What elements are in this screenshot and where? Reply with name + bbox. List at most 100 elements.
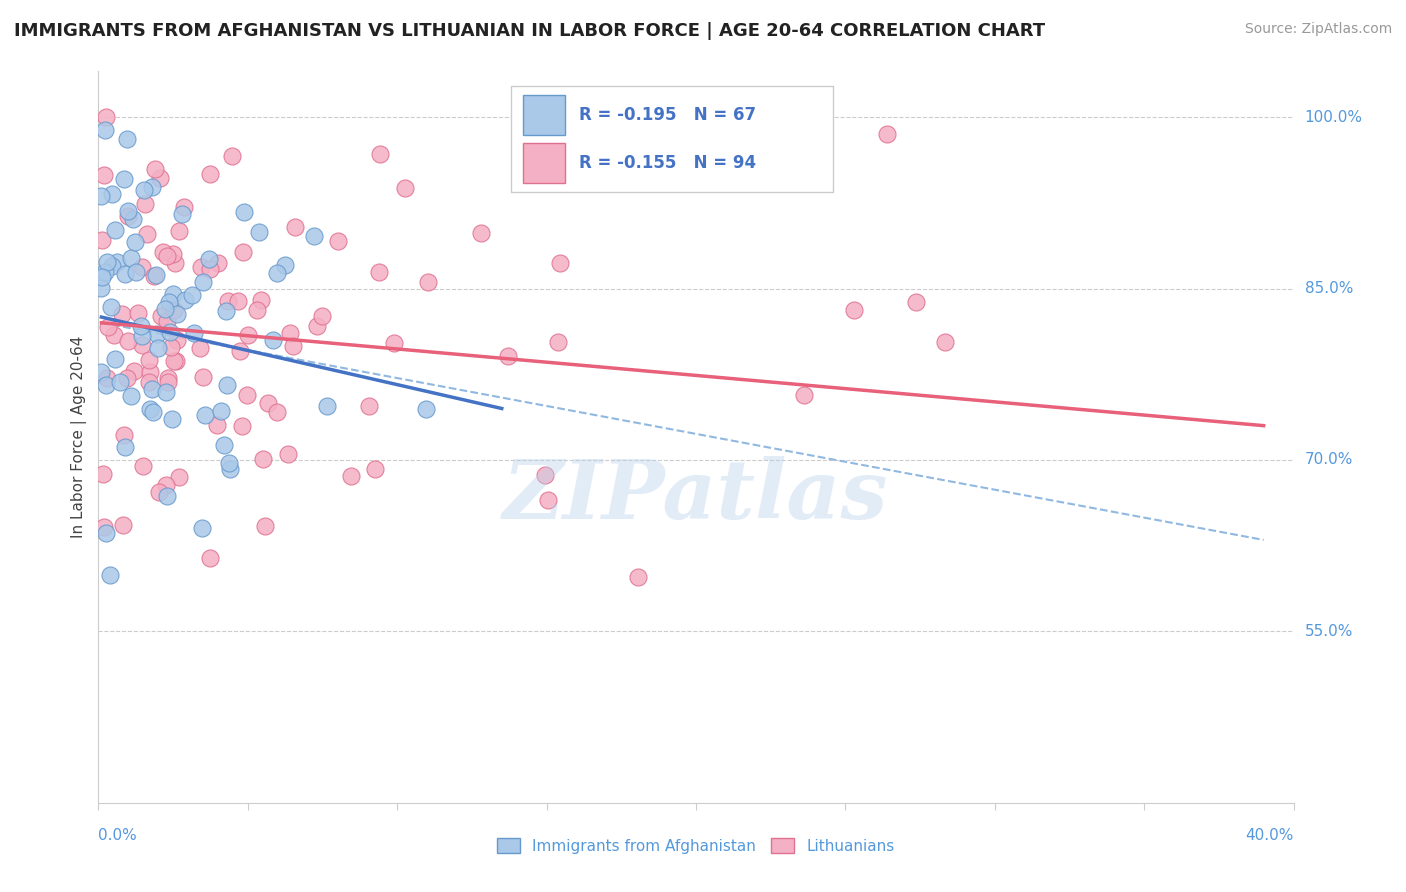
Point: [104, 222, 127, 236]
Point: [262, 334, 284, 348]
Point: [627, 570, 650, 584]
Point: [91, 233, 114, 247]
Point: [252, 452, 274, 467]
Point: [166, 307, 188, 321]
Point: [905, 295, 928, 310]
Point: [157, 370, 180, 384]
Point: [94, 526, 117, 541]
Text: Source: ZipAtlas.com: Source: ZipAtlas.com: [1244, 22, 1392, 37]
Point: [138, 376, 160, 390]
Point: [156, 249, 179, 263]
Point: [183, 326, 205, 340]
Point: [302, 229, 325, 244]
Point: [96, 370, 118, 384]
Point: [97, 320, 120, 334]
Point: [232, 244, 254, 259]
Point: [533, 468, 555, 483]
Point: [229, 344, 252, 359]
Point: [217, 294, 239, 309]
Point: [470, 227, 492, 241]
Point: [132, 183, 155, 197]
Text: 0.0%: 0.0%: [98, 828, 138, 843]
FancyBboxPatch shape: [510, 86, 834, 192]
Point: [115, 131, 138, 145]
Point: [152, 244, 174, 259]
Point: [114, 440, 136, 454]
Point: [842, 303, 865, 318]
Point: [157, 375, 180, 389]
Point: [190, 521, 212, 535]
Point: [197, 252, 219, 266]
Point: [496, 349, 519, 363]
Point: [111, 307, 134, 321]
Point: [160, 340, 183, 354]
Point: [207, 417, 229, 432]
Point: [100, 300, 122, 314]
Point: [155, 384, 177, 399]
Point: [103, 327, 125, 342]
Point: [134, 196, 156, 211]
Point: [90, 188, 112, 202]
Point: [90, 365, 112, 379]
Point: [112, 172, 135, 186]
Point: [91, 270, 114, 285]
Point: [117, 334, 139, 348]
Text: ZIPatlas: ZIPatlas: [503, 456, 889, 535]
Point: [93, 520, 115, 534]
Point: [162, 354, 184, 368]
Point: [166, 333, 188, 347]
Point: [141, 180, 163, 194]
Point: [124, 235, 146, 249]
Point: [122, 364, 145, 378]
Point: [117, 203, 139, 218]
Point: [146, 326, 169, 341]
Point: [93, 122, 115, 136]
Point: [793, 388, 815, 402]
Y-axis label: In Labor Force | Age 20-64: In Labor Force | Age 20-64: [72, 336, 87, 538]
Point: [200, 167, 222, 181]
Point: [93, 168, 115, 182]
Point: [153, 301, 176, 316]
Point: [173, 293, 195, 307]
Point: [117, 209, 139, 223]
Point: [173, 200, 195, 214]
Point: [247, 225, 270, 239]
Text: 55.0%: 55.0%: [1305, 624, 1353, 639]
Point: [215, 377, 238, 392]
Point: [120, 389, 142, 403]
Point: [281, 339, 304, 353]
Point: [218, 456, 240, 470]
Point: [146, 341, 169, 355]
Point: [132, 459, 155, 474]
Point: [149, 171, 172, 186]
Point: [142, 404, 165, 418]
Point: [117, 371, 139, 385]
Point: [934, 335, 956, 350]
Point: [124, 265, 146, 279]
Point: [96, 110, 118, 124]
Legend: Immigrants from Afghanistan, Lithuanians: Immigrants from Afghanistan, Lithuanians: [498, 838, 894, 854]
Text: 40.0%: 40.0%: [1246, 828, 1294, 843]
Text: 85.0%: 85.0%: [1305, 281, 1353, 296]
Point: [190, 260, 212, 274]
Point: [305, 319, 328, 334]
Point: [232, 205, 254, 219]
Point: [193, 370, 215, 384]
Point: [207, 256, 229, 270]
Point: [122, 212, 145, 227]
Point: [364, 462, 387, 476]
Point: [162, 246, 184, 260]
Point: [311, 309, 333, 323]
Point: [181, 287, 204, 301]
Text: R = -0.155   N = 94: R = -0.155 N = 94: [579, 153, 756, 172]
Point: [200, 551, 222, 566]
Point: [120, 252, 142, 266]
Point: [547, 335, 569, 350]
Point: [131, 260, 153, 274]
Point: [142, 269, 165, 284]
Point: [209, 403, 232, 417]
Point: [131, 338, 153, 352]
Point: [165, 353, 187, 368]
Point: [537, 493, 560, 508]
Point: [136, 227, 159, 241]
